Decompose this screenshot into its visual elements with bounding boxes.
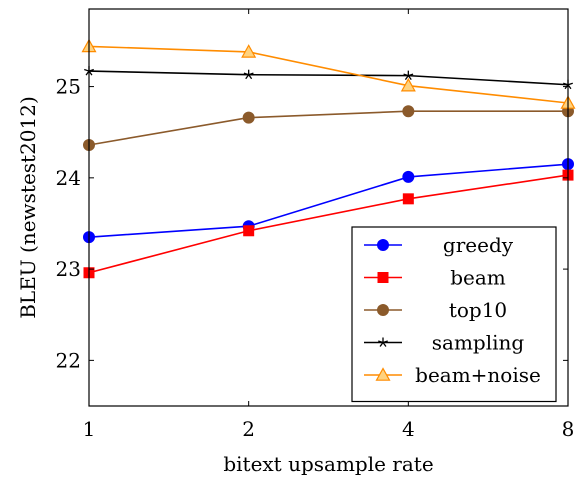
legend-item-sampling: sampling xyxy=(364,331,524,355)
data-point-sampling xyxy=(243,69,254,80)
legend-item-top10: top10 xyxy=(364,298,507,322)
legend-marker xyxy=(375,367,391,381)
data-point-beam xyxy=(243,225,255,237)
x-axis-label: bitext upsample rate xyxy=(223,452,433,476)
x-tick-label: 2 xyxy=(242,417,255,441)
y-tick-label: 23 xyxy=(56,257,81,281)
legend-label: top10 xyxy=(449,298,507,322)
legend-item-beam: beam xyxy=(364,266,506,290)
x-tick-label: 1 xyxy=(83,417,96,441)
legend-label: beam xyxy=(450,266,506,290)
series-top10 xyxy=(83,105,574,151)
legend-marker xyxy=(378,337,388,347)
data-point-top10 xyxy=(402,105,415,118)
legend-marker xyxy=(377,272,389,283)
data-point-greedy xyxy=(402,170,415,183)
legend-item-greedy: greedy xyxy=(364,233,514,257)
y-tick-label: 25 xyxy=(56,75,81,99)
legend-label: beam+noise xyxy=(415,363,541,387)
x-tick-label: 4 xyxy=(402,417,415,441)
data-point-beam-noise xyxy=(241,44,257,58)
series-line-beam-noise xyxy=(88,45,569,104)
series-line-beam xyxy=(88,174,569,274)
series-line-top10 xyxy=(88,110,568,146)
x-tick-label: 8 xyxy=(562,417,575,441)
legend-marker xyxy=(377,304,389,316)
plot-frame xyxy=(88,8,569,407)
y-axis-label: BLEU (newstest2012) xyxy=(16,96,40,319)
legend-label: greedy xyxy=(443,233,514,257)
data-point-top10 xyxy=(242,111,255,124)
legend: greedy beam top10 sampling beam+noise xyxy=(351,226,557,403)
data-point-sampling xyxy=(403,70,414,81)
data-point-beam-noise xyxy=(400,77,416,92)
legend-marker xyxy=(377,239,389,251)
series-line-sampling xyxy=(88,70,569,86)
series-line-greedy xyxy=(88,163,569,238)
y-tick-label: 22 xyxy=(56,348,81,372)
series-beam-noise xyxy=(81,38,576,109)
legend-item-beam-noise: beam+noise xyxy=(364,363,541,387)
data-point-beam xyxy=(402,193,414,205)
y-tick-label: 24 xyxy=(56,166,81,190)
legend-label: sampling xyxy=(432,331,525,355)
